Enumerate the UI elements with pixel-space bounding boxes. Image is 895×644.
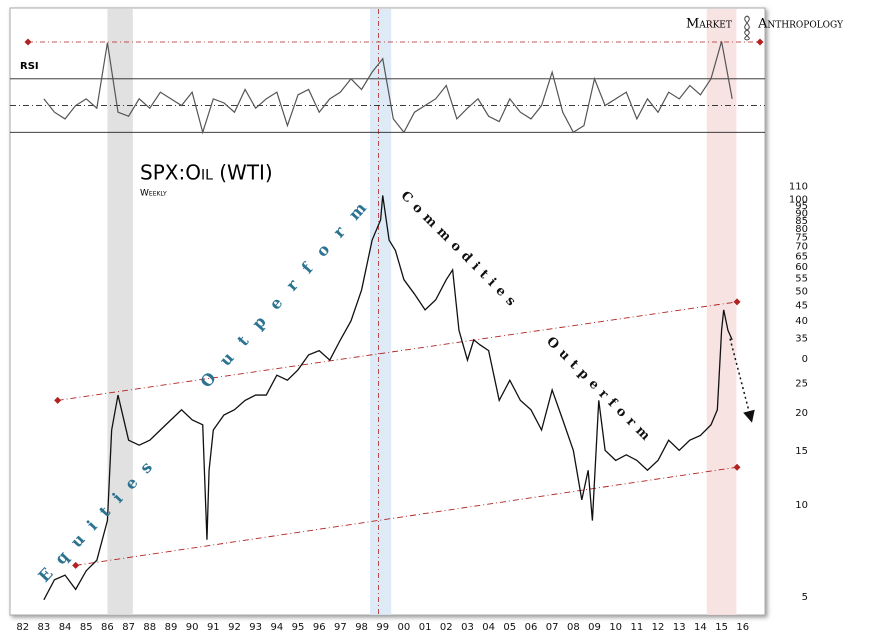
y-tick-label: 50 <box>795 286 808 297</box>
rsi-label: RSI <box>20 61 39 72</box>
y-tick-label: 100 <box>789 194 808 205</box>
y-tick-label: 70 <box>795 242 808 253</box>
x-tick-label: 13 <box>673 622 686 633</box>
x-tick-label: 83 <box>38 622 51 633</box>
x-tick-label: 11 <box>631 622 644 633</box>
x-tick-label: 96 <box>313 622 326 633</box>
x-tick-label: 85 <box>80 622 93 633</box>
x-tick-label: 10 <box>609 622 622 633</box>
x-tick-label: 98 <box>355 622 368 633</box>
brand-icon <box>744 15 750 41</box>
x-tick-label: 14 <box>694 622 707 633</box>
brand: Market <box>686 17 732 32</box>
x-tick-label: 04 <box>482 622 495 633</box>
y-tick-label: 15 <box>795 446 808 457</box>
x-tick-label: 89 <box>165 622 178 633</box>
x-tick-label: 97 <box>334 622 347 633</box>
diamond <box>733 298 741 306</box>
x-tick-label: 00 <box>398 622 411 633</box>
x-tick-label: 90 <box>186 622 199 633</box>
x-tick-label: 15 <box>715 622 728 633</box>
chart-subtitle: Weekly <box>140 189 167 199</box>
x-tick-label: 07 <box>546 622 559 633</box>
y-tick-label: 40 <box>795 316 808 327</box>
diamond <box>733 463 741 471</box>
y-tick-label: 95 <box>795 201 808 212</box>
y-tick-label: 90 <box>795 208 808 219</box>
y-tick-label: 35 <box>795 334 808 345</box>
x-tick-label: 06 <box>525 622 538 633</box>
trendline <box>75 466 738 566</box>
x-tick-label: 92 <box>228 622 241 633</box>
backgrounds <box>107 9 737 615</box>
y-tick-label: 0 <box>802 354 808 365</box>
x-tick-label: 09 <box>588 622 601 633</box>
y-tick-label: 55 <box>795 274 808 285</box>
x-tick-label: 93 <box>249 622 262 633</box>
x-tick-label: 82 <box>16 622 29 633</box>
x-tick-label: 95 <box>292 622 305 633</box>
x-tick-label: 87 <box>122 622 135 633</box>
x-tick-label: 84 <box>59 622 72 633</box>
series-line <box>43 195 733 601</box>
x-tick-label: 05 <box>503 622 516 633</box>
x-tick-label: 86 <box>101 622 114 633</box>
diamond <box>756 38 764 46</box>
x-tick-label: 01 <box>419 622 432 633</box>
y-tick-label: 75 <box>795 233 808 244</box>
x-tick-label: 16 <box>736 622 749 633</box>
diamond <box>72 561 80 569</box>
y-tick-label: 5 <box>802 592 808 603</box>
y-tick-label: 110 <box>789 182 808 193</box>
y-tick-label: 25 <box>795 378 808 389</box>
y-tick-label: 65 <box>795 252 808 263</box>
arrow <box>729 338 755 423</box>
rsi-line <box>43 41 733 135</box>
x-tick-label: 12 <box>652 622 665 633</box>
highlight-band <box>370 9 392 615</box>
x-tick-label: 91 <box>207 622 220 633</box>
x-tick-label: 88 <box>143 622 156 633</box>
chart-title: SPX:Oil (WTI) <box>140 161 273 185</box>
diamond <box>54 396 62 404</box>
y-tick-label: 45 <box>795 300 808 311</box>
y-tick-label: 10 <box>795 500 808 511</box>
y-tick-label: 80 <box>795 224 808 235</box>
y-tick-label: 20 <box>795 408 808 419</box>
x-tick-label: 94 <box>270 622 283 633</box>
y-tick-label: 60 <box>795 262 808 273</box>
highlight-band <box>706 9 737 615</box>
x-tick-label: 03 <box>461 622 474 633</box>
brand: Anthropology <box>757 17 844 32</box>
x-tick-label: 02 <box>440 622 453 633</box>
x-tick-label: 08 <box>567 622 580 633</box>
trendline <box>57 301 738 401</box>
highlight-band <box>107 9 133 615</box>
diamond <box>24 38 32 46</box>
x-tick-label: 99 <box>376 622 389 633</box>
y-tick-label: 85 <box>795 216 808 227</box>
